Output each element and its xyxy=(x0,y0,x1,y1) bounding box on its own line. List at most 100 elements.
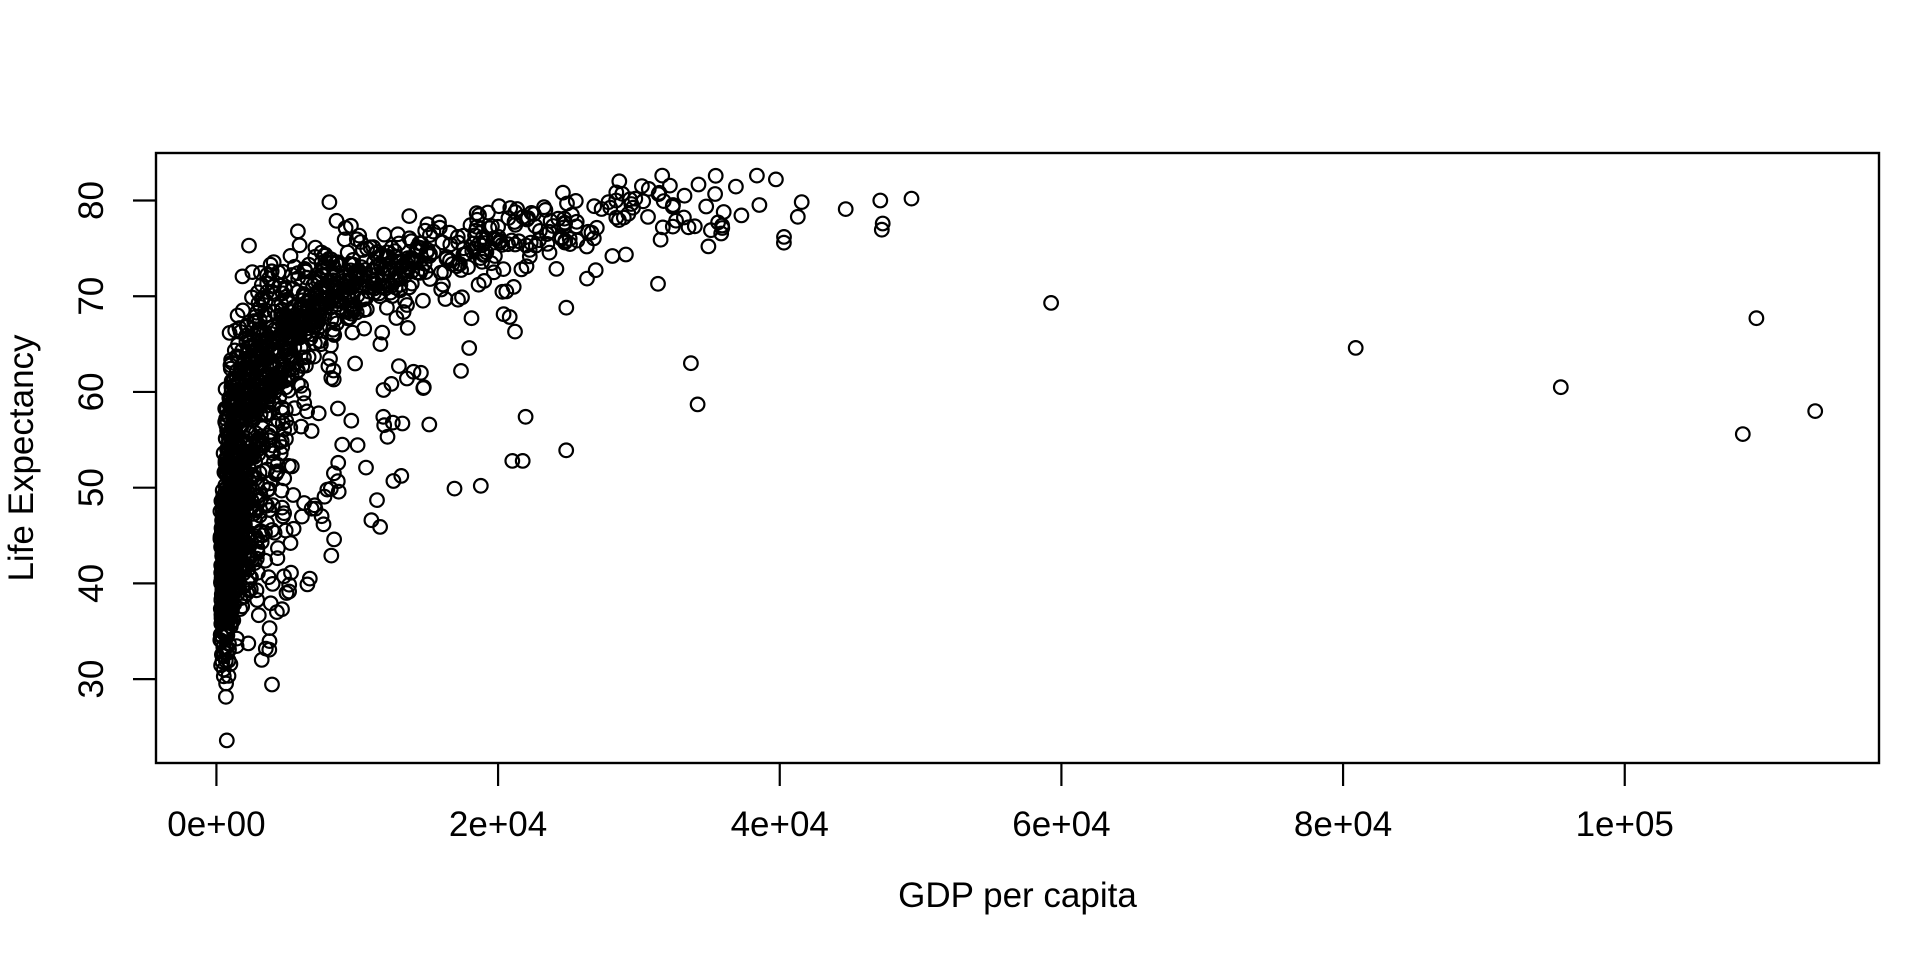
data-point xyxy=(363,512,380,529)
data-point xyxy=(216,612,233,629)
data-point xyxy=(506,214,523,230)
data-point xyxy=(269,604,285,620)
data-point xyxy=(874,215,891,232)
data-point xyxy=(221,483,238,500)
data-point xyxy=(283,564,299,581)
data-point xyxy=(343,412,360,429)
data-point xyxy=(229,482,246,499)
x-tick-label: 2e+04 xyxy=(449,805,547,844)
data-point xyxy=(369,492,385,509)
data-point xyxy=(392,276,409,293)
data-point xyxy=(375,408,392,425)
data-point xyxy=(232,590,249,607)
data-point xyxy=(399,370,415,387)
data-point xyxy=(618,246,634,263)
data-point xyxy=(280,361,297,378)
data-point xyxy=(450,234,467,251)
data-point xyxy=(275,508,291,525)
data-point xyxy=(372,255,389,272)
data-point xyxy=(683,355,699,372)
data-point xyxy=(291,237,308,254)
data-point xyxy=(241,237,257,254)
data-point xyxy=(244,264,261,281)
data-point xyxy=(463,310,480,327)
data-point xyxy=(295,385,312,402)
data-point xyxy=(415,292,431,309)
data-point xyxy=(522,234,539,251)
data-point xyxy=(422,227,438,244)
data-point xyxy=(330,454,347,471)
data-point xyxy=(347,355,364,372)
data-point xyxy=(461,340,478,356)
data-point xyxy=(446,480,463,497)
data-point xyxy=(276,470,293,487)
data-point xyxy=(303,423,320,439)
data-point xyxy=(216,570,233,586)
data-point xyxy=(234,302,251,319)
data-point xyxy=(393,468,410,484)
data-point xyxy=(257,524,273,541)
data-point xyxy=(282,419,299,436)
data-point xyxy=(240,574,256,591)
data-point xyxy=(608,184,625,201)
y-tick-label: 80 xyxy=(72,181,111,220)
data-point xyxy=(270,412,287,429)
data-point xyxy=(470,276,487,293)
data-point xyxy=(903,190,920,207)
data-point xyxy=(604,248,621,264)
data-point xyxy=(521,241,538,258)
data-point xyxy=(289,265,306,282)
data-point xyxy=(266,454,282,470)
data-point xyxy=(336,231,353,248)
data-point xyxy=(325,269,342,286)
data-point xyxy=(435,276,451,293)
data-point xyxy=(620,205,637,222)
data-point xyxy=(261,641,278,658)
data-point xyxy=(315,259,332,276)
data-point xyxy=(635,193,652,210)
data-point xyxy=(627,190,644,207)
data-point xyxy=(348,231,365,248)
data-point xyxy=(334,436,351,453)
data-point xyxy=(640,180,657,197)
data-point xyxy=(498,283,515,300)
data-point xyxy=(240,635,257,652)
data-point xyxy=(274,439,291,455)
data-point xyxy=(323,547,340,564)
data-point xyxy=(285,520,302,537)
data-point xyxy=(263,263,280,280)
data-point xyxy=(460,259,476,276)
data-point xyxy=(379,299,395,316)
data-point xyxy=(585,230,602,247)
data-point xyxy=(652,231,669,248)
data-point xyxy=(1807,403,1824,420)
data-point xyxy=(495,306,512,323)
data-point xyxy=(689,396,706,413)
data-point xyxy=(366,253,382,270)
data-point xyxy=(728,178,744,195)
data-point xyxy=(399,320,416,336)
data-point xyxy=(487,248,503,264)
data-point xyxy=(219,543,236,559)
data-point xyxy=(472,477,489,494)
data-point xyxy=(220,668,237,684)
data-point xyxy=(507,236,523,253)
data-point xyxy=(397,254,414,271)
data-point xyxy=(228,431,244,448)
data-point xyxy=(350,262,367,279)
data-point xyxy=(274,310,291,327)
data-point xyxy=(219,584,236,600)
data-point xyxy=(703,222,719,239)
data-point xyxy=(358,459,374,476)
data-point xyxy=(579,270,595,287)
data-point xyxy=(561,230,578,247)
data-point xyxy=(217,688,234,705)
data-point xyxy=(789,208,806,225)
data-point xyxy=(502,200,519,216)
data-point xyxy=(250,607,267,624)
data-point xyxy=(231,502,248,519)
data-point xyxy=(269,456,286,473)
data-point xyxy=(313,508,330,525)
data-point xyxy=(713,225,730,242)
